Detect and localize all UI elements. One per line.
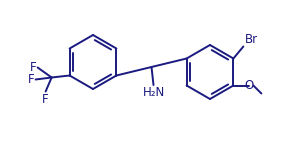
Text: O: O	[245, 79, 254, 92]
Text: H₂N: H₂N	[142, 86, 165, 99]
Text: Br: Br	[244, 32, 257, 45]
Text: F: F	[30, 61, 37, 74]
Text: F: F	[28, 73, 34, 86]
Text: F: F	[42, 93, 49, 106]
